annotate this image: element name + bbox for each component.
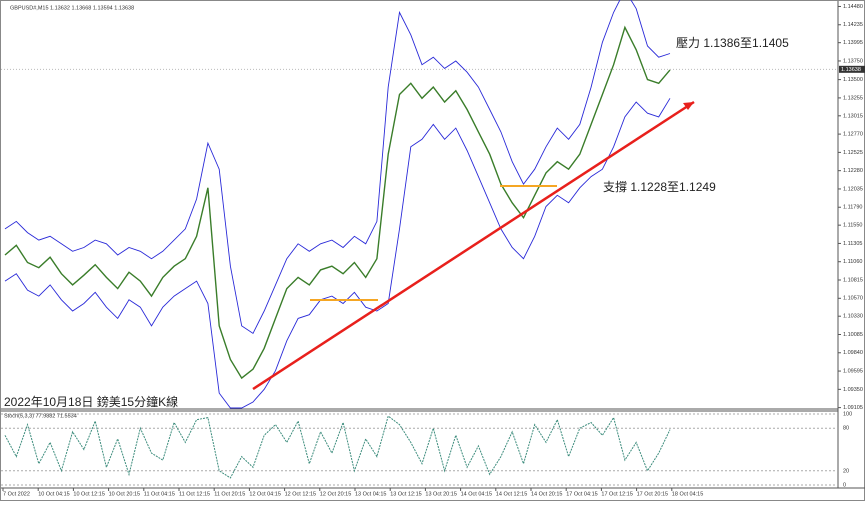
y-tick-label: 1.09840 (843, 350, 863, 356)
x-tick-label: 13 Oct 04:15 (355, 491, 387, 497)
y-tick-label: 1.13255 (843, 95, 863, 101)
arrow-head (683, 102, 694, 110)
x-tick-label: 13 Oct 12:15 (390, 491, 422, 497)
y-tick-label: 1.11550 (843, 223, 862, 229)
y-tick-label: 1.11790 (843, 205, 862, 211)
current-price-label: 1.13638 (841, 67, 861, 73)
x-tick-label: 12 Oct 12:15 (285, 491, 317, 497)
stoch-tick-label: 20 (843, 468, 849, 474)
x-tick-label: 11 Oct 04:15 (144, 491, 175, 497)
price-line (4, 25, 671, 380)
x-tick-label: 11 Oct 12:15 (179, 491, 210, 497)
x-tick-label: 18 Oct 04:15 (672, 491, 704, 497)
x-tick-label: 13 Oct 20:15 (425, 491, 457, 497)
x-tick-label: 17 Oct 12:15 (601, 491, 633, 497)
current-price-box (839, 65, 865, 73)
y-tick-label: 1.09350 (843, 387, 863, 393)
stoch-tick-label: 100 (843, 411, 852, 417)
y-tick-label: 1.10815 (843, 277, 863, 283)
x-tick-label: 11 Oct 20:15 (214, 491, 245, 497)
y-tick-label: 1.14235 (843, 22, 863, 28)
x-tick-label: 17 Oct 04:15 (566, 491, 598, 497)
stoch-tick-label: 0 (843, 482, 846, 488)
band-line (4, 0, 671, 335)
y-tick-label: 1.13750 (843, 58, 863, 64)
y-tick-label: 1.12525 (843, 150, 863, 156)
y-tick-label: 1.13995 (843, 40, 863, 46)
y-tick-label: 1.11305 (843, 241, 862, 247)
x-tick-label: 12 Oct 20:15 (320, 491, 352, 497)
y-tick-label: 1.10330 (843, 314, 863, 320)
x-tick-label: 14 Oct 04:15 (461, 491, 493, 497)
y-tick-label: 1.11060 (843, 259, 862, 265)
y-tick-label: 1.09105 (843, 405, 863, 411)
y-tick-label: 1.10570 (843, 296, 863, 302)
y-tick-label: 1.14480 (843, 4, 863, 10)
x-tick-label: 10 Oct 20:15 (109, 491, 141, 497)
stoch-tick-label: 80 (843, 426, 849, 432)
y-tick-label: 1.12035 (843, 186, 863, 192)
y-tick-label: 1.12770 (843, 132, 863, 138)
x-tick-label: 17 Oct 20:15 (637, 491, 669, 497)
x-tick-label: 7 Oct 2022 (3, 491, 30, 497)
y-tick-label: 1.13500 (843, 77, 863, 83)
header: GBPUSD#,M15 1.13632 1.13668 1.13594 1.13… (10, 5, 134, 11)
support-note: 支撐 1.1228至1.1249 (603, 180, 716, 194)
stoch-line (4, 415, 671, 479)
stoch-label: Stoch(5,3,3) 77.9882 71.5534 (4, 413, 77, 419)
y-tick-label: 1.13015 (843, 113, 863, 119)
x-tick-label: 12 Oct 04:15 (249, 491, 281, 497)
x-tick-label: 10 Oct 12:15 (73, 491, 105, 497)
y-tick-label: 1.10085 (843, 332, 863, 338)
trend-line (252, 100, 695, 391)
x-tick-label: 10 Oct 04:15 (38, 491, 69, 497)
x-tick-label: 14 Oct 20:15 (531, 491, 563, 497)
y-tick-label: 1.12280 (843, 168, 863, 174)
resistance-note: 壓力 1.1386至1.1405 (676, 36, 789, 50)
caption: 2022年10月18日 鎊美15分鐘K線 (4, 394, 178, 409)
y-tick-label: 1.09595 (843, 369, 863, 375)
x-tick-label: 14 Oct 12:15 (496, 491, 528, 497)
